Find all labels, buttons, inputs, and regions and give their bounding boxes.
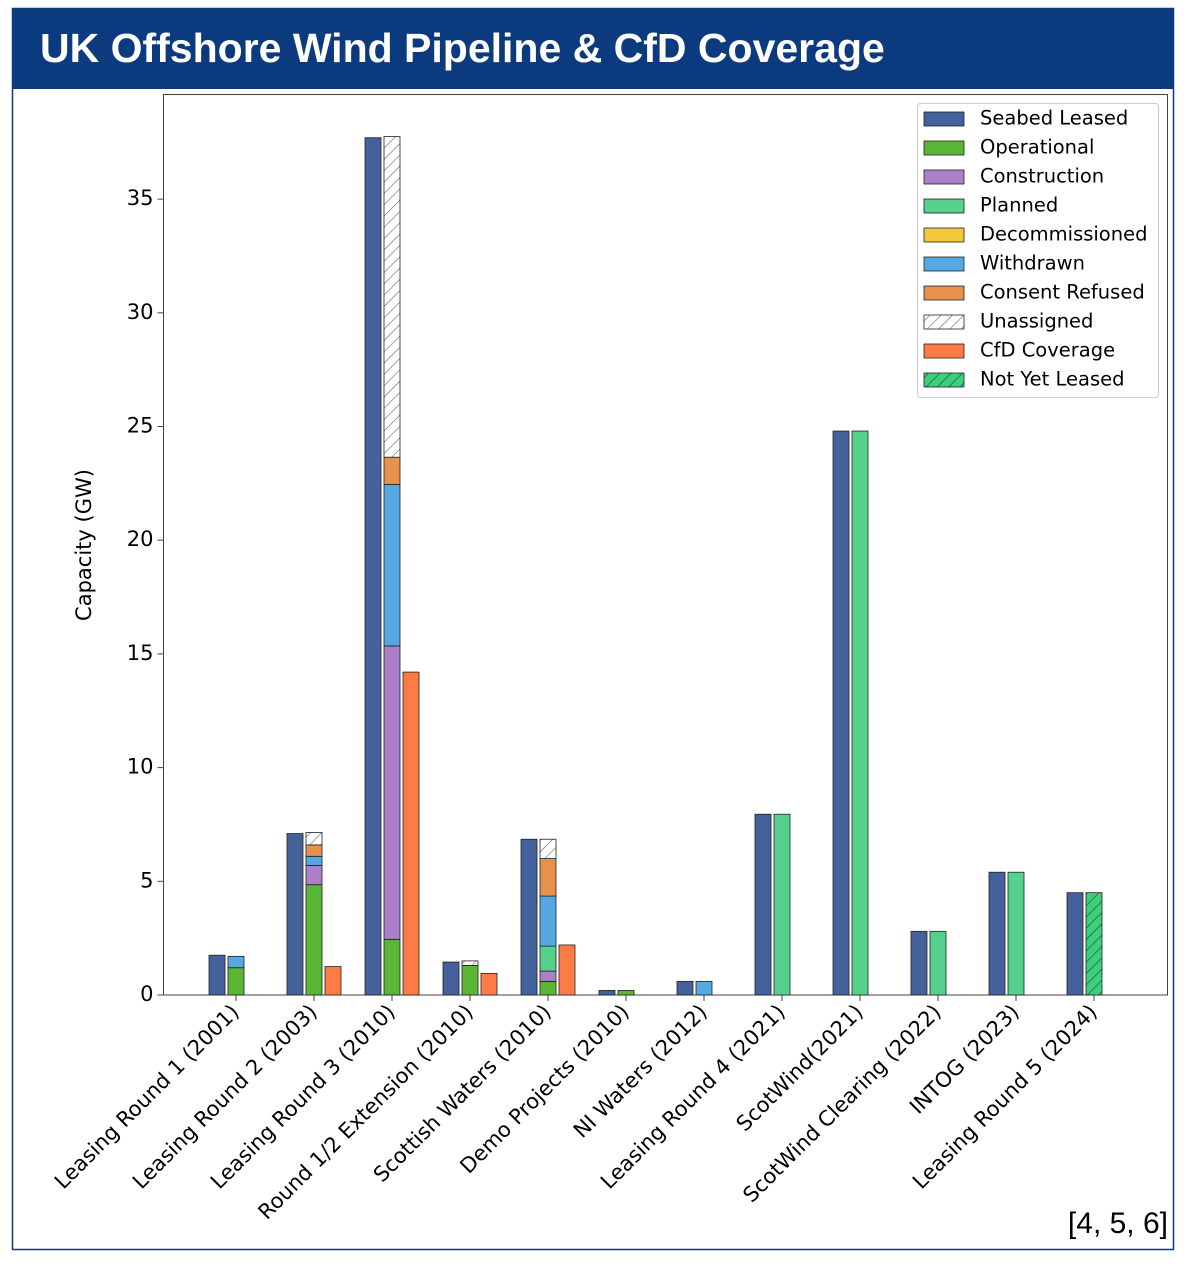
bar-segment	[442, 961, 460, 996]
bar-segment	[227, 967, 245, 996]
bar-segment	[402, 671, 420, 996]
y-axis-label: Capacity (GW)	[72, 469, 96, 621]
legend-label: Not Yet Leased	[980, 368, 1125, 391]
bar-segment	[305, 884, 323, 996]
bar-segment	[305, 864, 323, 886]
bar-segment	[383, 645, 401, 940]
legend-label: Consent Refused	[980, 281, 1145, 304]
bar-segment	[305, 844, 323, 857]
bar-segment	[208, 954, 226, 996]
y-tick-label: 25	[127, 414, 154, 438]
bar-segment	[305, 832, 323, 846]
bar-segment	[305, 855, 323, 866]
bar-segment	[461, 960, 479, 966]
legend-swatch	[923, 198, 965, 214]
bar-segment	[539, 970, 557, 982]
y-tick-label: 0	[140, 982, 153, 1006]
legend-label: Construction	[980, 165, 1104, 188]
bar-segment	[1085, 892, 1103, 996]
bar-segment	[988, 871, 1006, 996]
bar-segment	[227, 955, 245, 969]
legend-box	[917, 103, 1159, 398]
legend-swatch	[923, 256, 965, 272]
legend-swatch	[923, 227, 965, 243]
bar-segment	[773, 813, 791, 996]
bar-segment	[539, 838, 557, 859]
bar-segment	[383, 484, 401, 647]
bar-segment	[558, 944, 576, 996]
bar-segment	[617, 990, 635, 996]
bar-segment	[676, 980, 694, 996]
y-tick-label: 10	[127, 755, 154, 779]
bar-segment	[539, 858, 557, 897]
bar-segment	[520, 838, 538, 996]
legend-label: CfD Coverage	[980, 339, 1115, 362]
plot-border	[163, 94, 1168, 996]
y-tick-label: 35	[127, 186, 154, 210]
bar-segment	[286, 833, 304, 996]
bar-segment	[383, 456, 401, 485]
bar-segment	[754, 813, 772, 996]
legend-label: Operational	[980, 136, 1094, 159]
legend-label: Decommissioned	[980, 223, 1147, 246]
bar-segment	[1066, 892, 1084, 996]
y-tick-label: 15	[127, 641, 154, 665]
bar-segment	[851, 430, 869, 996]
legend-label: Planned	[980, 194, 1058, 217]
bar-segment	[324, 966, 342, 996]
legend-swatch	[923, 140, 965, 156]
bar-segment	[695, 980, 713, 996]
bar-segment	[539, 895, 557, 947]
bar-segment	[480, 972, 498, 996]
title-banner	[12, 8, 1174, 89]
bar-segment	[929, 930, 947, 996]
bar-segment	[383, 136, 401, 458]
bar-segment	[1007, 871, 1025, 996]
legend-label: Withdrawn	[980, 252, 1085, 275]
bar-segment	[539, 980, 557, 996]
legend-swatch	[923, 169, 965, 185]
bar-segment	[832, 430, 850, 996]
bar-segment	[539, 945, 557, 972]
legend-swatch	[923, 111, 965, 127]
y-tick-label: 20	[127, 527, 154, 551]
chart-title: UK Offshore Wind Pipeline & CfD Coverage	[40, 25, 885, 71]
bar-segment	[364, 137, 382, 996]
legend-swatch	[923, 314, 965, 330]
footnote: [4, 5, 6]	[1068, 1207, 1168, 1240]
bar-segment	[910, 930, 928, 996]
y-tick-label: 5	[140, 868, 153, 892]
bar-segment	[461, 965, 479, 996]
legend-swatch	[923, 285, 965, 301]
y-tick-label: 30	[127, 300, 154, 324]
bar-segment	[598, 990, 616, 996]
legend-swatch	[923, 343, 965, 359]
bar-segment	[383, 938, 401, 996]
legend-label: Seabed Leased	[980, 107, 1128, 130]
legend-label: Unassigned	[980, 310, 1093, 333]
legend-swatch	[923, 372, 965, 388]
